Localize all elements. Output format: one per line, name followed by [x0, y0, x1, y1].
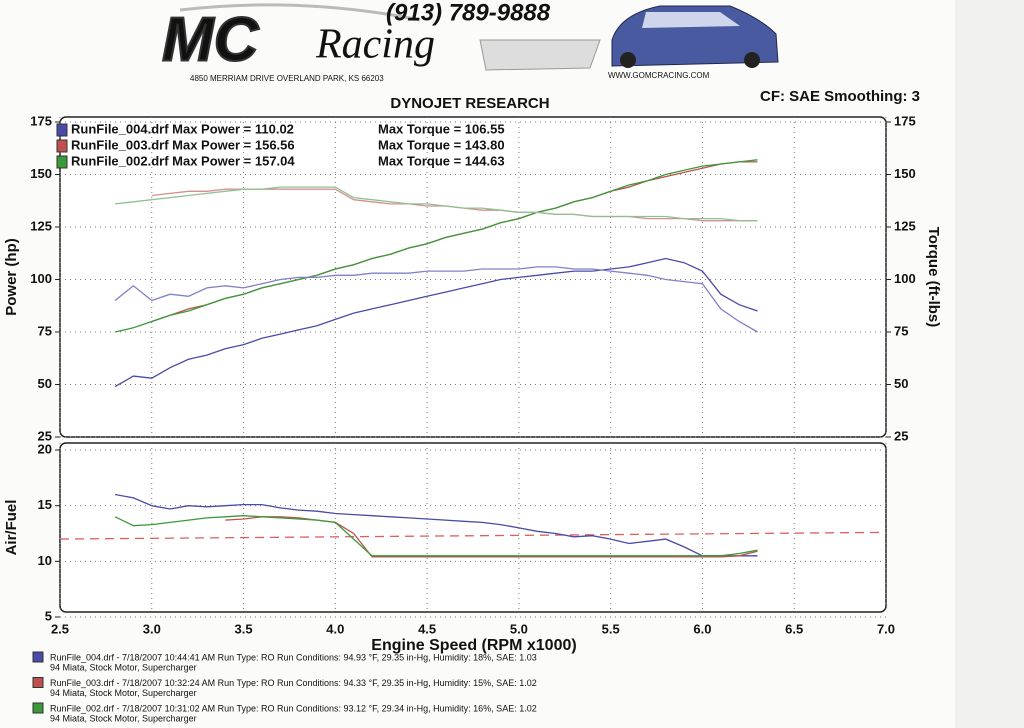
run-vehicle: 94 Miata, Stock Motor, Supercharger	[50, 688, 197, 698]
y-tick-label: 175	[30, 113, 52, 128]
legend-label: RunFile_003.drf Max Power = 156.56	[71, 137, 295, 152]
y-tick-label: 20	[38, 441, 52, 456]
chart-title: DYNOJET RESEARCH	[390, 95, 549, 112]
run-vehicle: 94 Miata, Stock Motor, Supercharger	[50, 662, 197, 672]
y2-tick-label: 125	[894, 218, 916, 233]
run-info: RunFile_003.drf - 7/18/2007 10:32:24 AM …	[50, 678, 537, 688]
data-line	[115, 186, 758, 222]
y-tick-label: 75	[38, 323, 52, 338]
x-tick-label: 7.0	[877, 621, 895, 636]
y-tick-label: 5	[45, 608, 52, 623]
x-axis-label: Engine Speed (RPM x1000)	[371, 637, 576, 654]
logo: MC	[162, 5, 260, 74]
y-tick-label: 50	[38, 376, 52, 391]
x-tick-label: 6.5	[785, 621, 803, 636]
y2-tick-label: 100	[894, 271, 916, 286]
legend-swatch	[56, 155, 68, 169]
x-tick-label: 4.0	[326, 621, 344, 636]
chart-subtitle: CF: SAE Smoothing: 3	[760, 88, 920, 105]
y-tick-label: 15	[38, 497, 52, 512]
data-line	[114, 257, 758, 388]
plot-frame	[59, 442, 887, 613]
data-line	[114, 159, 758, 333]
y-tick-label: 10	[38, 553, 52, 568]
y2-tick-label: 50	[894, 376, 908, 391]
y-axis-label: Power (hp)	[3, 238, 20, 316]
legend-label: Max Torque = 144.63	[378, 153, 505, 168]
data-line	[114, 515, 758, 557]
legend-label: RunFile_002.drf Max Power = 157.04	[71, 153, 295, 168]
logo-script: Racing	[315, 22, 435, 68]
y-tick-label: 25	[38, 428, 52, 443]
run-vehicle: 94 Miata, Stock Motor, Supercharger	[50, 713, 197, 723]
x-tick-label: 5.0	[510, 621, 528, 636]
y2-tick-label: 25	[894, 428, 908, 443]
run-swatch	[32, 651, 44, 663]
legend-label: RunFile_004.drf Max Power = 110.02	[71, 121, 294, 136]
x-tick-label: 4.5	[418, 621, 436, 636]
data-line	[114, 266, 758, 333]
logo-art	[179, 3, 779, 71]
target-line	[59, 531, 887, 540]
run-info: RunFile_004.drf - 7/18/2007 10:44:41 AM …	[50, 652, 537, 662]
data-line	[114, 493, 758, 557]
x-tick-label: 5.5	[602, 621, 620, 636]
legend-swatch	[56, 123, 68, 137]
y-tick-label: 150	[30, 166, 52, 181]
legend-label: Max Torque = 106.55	[378, 121, 505, 136]
y2-axis-label: Torque (ft-lbs)	[925, 227, 942, 328]
x-tick-label: 3.5	[235, 621, 253, 636]
website: WWW.GOMCRACING.COM	[608, 71, 710, 80]
x-tick-label: 3.0	[143, 621, 161, 636]
y2-tick-label: 175	[894, 113, 916, 128]
address: 4850 MERRIAM DRIVE OVERLAND PARK, KS 662…	[190, 74, 384, 83]
x-tick-label: 6.0	[693, 621, 711, 636]
legend-label: Max Torque = 143.80	[378, 137, 505, 152]
phone: (913) 789-9888	[386, 0, 551, 26]
run-swatch	[32, 702, 44, 714]
run-swatch	[32, 677, 44, 688]
legend-swatch	[56, 139, 68, 153]
y2-tick-label: 75	[894, 323, 908, 338]
y-tick-label: 125	[30, 218, 52, 233]
y-tick-label: 100	[30, 271, 52, 286]
y2-tick-label: 150	[894, 166, 916, 181]
x-tick-label: 2.5	[51, 621, 69, 636]
run-info: RunFile_002.drf - 7/18/2007 10:31:02 AM …	[50, 703, 537, 713]
y-axis-label: Air/Fuel	[3, 500, 20, 556]
scan-edge	[955, 0, 1024, 728]
